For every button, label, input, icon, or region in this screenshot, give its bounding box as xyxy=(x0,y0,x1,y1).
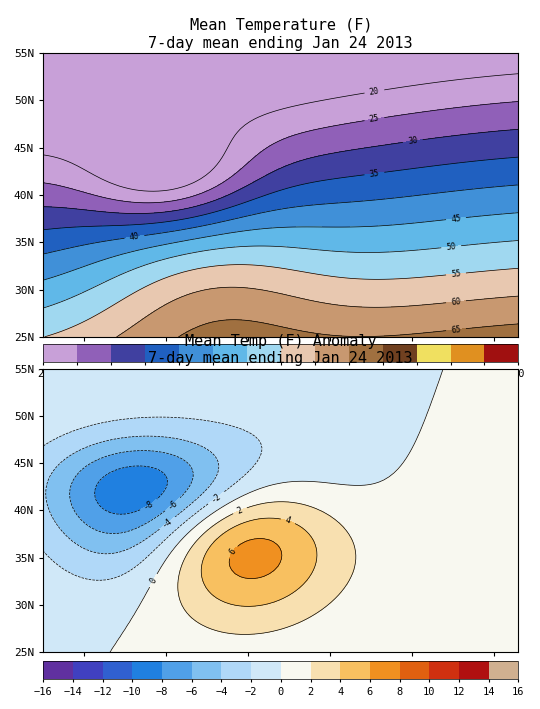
Text: 2: 2 xyxy=(236,506,244,515)
Text: 65: 65 xyxy=(450,325,462,335)
Text: -4: -4 xyxy=(161,516,174,530)
Title: Mean Temperature (F)
7-day mean ending Jan 24 2013: Mean Temperature (F) 7-day mean ending J… xyxy=(148,18,413,50)
Text: -8: -8 xyxy=(142,498,156,512)
Text: 60: 60 xyxy=(450,297,461,307)
Text: 35: 35 xyxy=(369,169,380,179)
Text: 6: 6 xyxy=(227,547,238,557)
Text: 4: 4 xyxy=(284,515,292,526)
Text: -6: -6 xyxy=(166,498,179,511)
Text: 25: 25 xyxy=(369,114,380,124)
Text: 40: 40 xyxy=(129,232,140,242)
Text: 20: 20 xyxy=(369,86,380,96)
Text: 30: 30 xyxy=(407,136,419,146)
Text: 50: 50 xyxy=(446,242,457,252)
Title: Mean Temp (F) Anomaly
7-day mean ending Jan 24 2013: Mean Temp (F) Anomaly 7-day mean ending … xyxy=(148,334,413,366)
Text: -2: -2 xyxy=(210,491,222,505)
Text: 55: 55 xyxy=(450,269,461,279)
Text: 45: 45 xyxy=(450,213,462,223)
Text: 0: 0 xyxy=(148,576,158,585)
